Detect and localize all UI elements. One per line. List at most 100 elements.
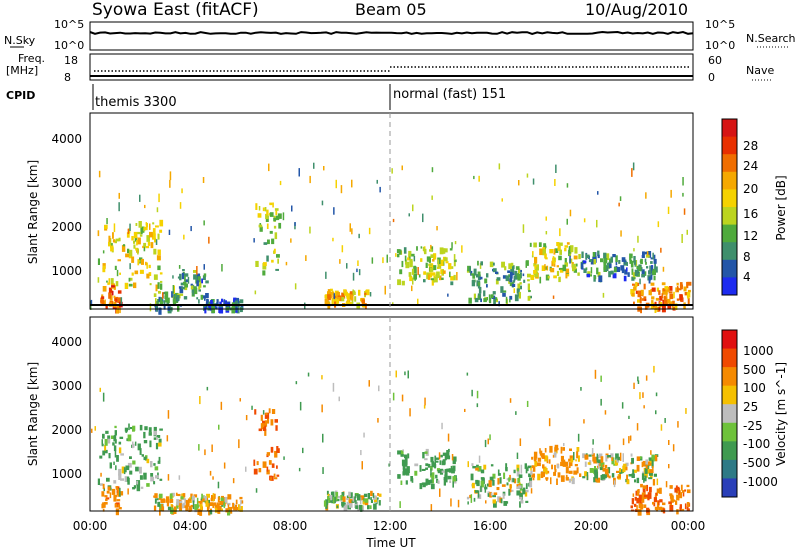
velocity-cell (127, 488, 129, 495)
power-cell (477, 260, 479, 266)
power-cell (648, 290, 652, 296)
velocity-cell (685, 408, 687, 414)
power-cell (664, 286, 668, 290)
velocity-cell (680, 484, 683, 491)
power-cell (454, 241, 457, 245)
velocity-cell (421, 468, 426, 471)
velocity-cell (564, 461, 569, 467)
velocity-cell (628, 415, 630, 419)
velocity-cell (370, 499, 373, 503)
velocity-cell (105, 497, 110, 500)
velocity-cell (118, 473, 122, 480)
velocity-cell (209, 502, 213, 506)
power-cell (633, 286, 637, 291)
power-cell (660, 247, 662, 253)
velocity-cell (525, 467, 528, 474)
velocity-cell (604, 468, 609, 475)
power-cell (113, 295, 116, 299)
power-cell (447, 293, 449, 297)
velocity-cell (520, 500, 524, 504)
velocity-cell (600, 375, 602, 382)
velocity-cell (182, 493, 186, 498)
velocity-cell (115, 508, 119, 516)
velocity-cell (360, 450, 362, 456)
velocity-cell (565, 476, 569, 481)
power-cell (683, 286, 687, 292)
power-cell (110, 243, 113, 248)
velocity-cell (669, 493, 673, 497)
power-cell (156, 305, 158, 312)
power-cell (138, 260, 141, 263)
power-cell (140, 258, 144, 265)
power-cell (500, 286, 504, 293)
velocity-cell (114, 503, 117, 508)
velocity-cell (519, 438, 522, 446)
velocity-cell (483, 464, 487, 470)
velocity-cell (102, 502, 106, 508)
power-cell (539, 248, 543, 256)
power-cell (672, 303, 674, 310)
power-cell (483, 298, 487, 303)
velocity-cell (518, 474, 523, 478)
freq-label-2: [MHz] (6, 64, 38, 77)
velocity-cell (571, 477, 575, 485)
power-cell (574, 247, 578, 254)
power-cell (631, 168, 633, 177)
velocity-cell (197, 503, 199, 509)
power-cell (121, 245, 126, 252)
velocity-cell (430, 456, 434, 463)
power-cell (193, 270, 197, 273)
power-cell (653, 276, 656, 281)
velocity-cell (424, 458, 428, 461)
power-cell (336, 291, 340, 298)
velocity-cell (466, 496, 470, 500)
power-cell (108, 292, 112, 299)
velocity-cell (489, 491, 492, 498)
power-cell (449, 271, 451, 278)
velocity-cell (295, 381, 298, 385)
velocity-cell (597, 463, 600, 470)
velocity-cell (190, 504, 194, 508)
velocity-cell (532, 478, 535, 481)
velocity-cell (678, 492, 683, 499)
velocity-cell (549, 445, 553, 453)
velocity-cell (274, 419, 278, 423)
power-cell (597, 191, 599, 195)
velocity-cell (155, 475, 159, 479)
velocity-cell (264, 429, 267, 436)
velocity-cell (647, 467, 650, 474)
velocity-cell (331, 491, 335, 497)
velocity-cell (656, 478, 659, 486)
power-cell (192, 284, 195, 289)
power-cell (546, 265, 549, 271)
velocity-cell (565, 474, 568, 479)
power-colorbar-swatch-5 (722, 207, 737, 226)
velocity-cell (400, 450, 403, 457)
velocity-cell (577, 433, 580, 442)
power-cell (597, 250, 600, 257)
velocity-colorbar: 1000 500 100 25 -25 -100 -500 -1000 Velo… (721, 329, 788, 498)
velocity-cell (649, 459, 652, 466)
power-cell (667, 298, 671, 304)
velocity-cell (554, 446, 558, 452)
power-cell (433, 278, 435, 283)
velocity-cell (149, 440, 152, 448)
power-colorbar-swatches (722, 119, 737, 296)
power-cell (494, 298, 498, 303)
power-cell (449, 248, 453, 251)
velocity-cell (513, 469, 516, 474)
velocity-cell (190, 493, 193, 499)
power-cell (343, 289, 347, 292)
power-cell (179, 293, 184, 296)
power-cell (624, 269, 628, 275)
velocity-cell (444, 474, 448, 482)
power-cell (596, 219, 598, 228)
power-cell (618, 260, 621, 264)
power-cell (100, 297, 104, 304)
velocity-cell (506, 482, 509, 486)
velocity-cell (583, 419, 585, 424)
power-cell (612, 254, 616, 258)
power-cell (204, 298, 206, 301)
power-cell (131, 272, 134, 276)
power-cell (330, 288, 333, 292)
